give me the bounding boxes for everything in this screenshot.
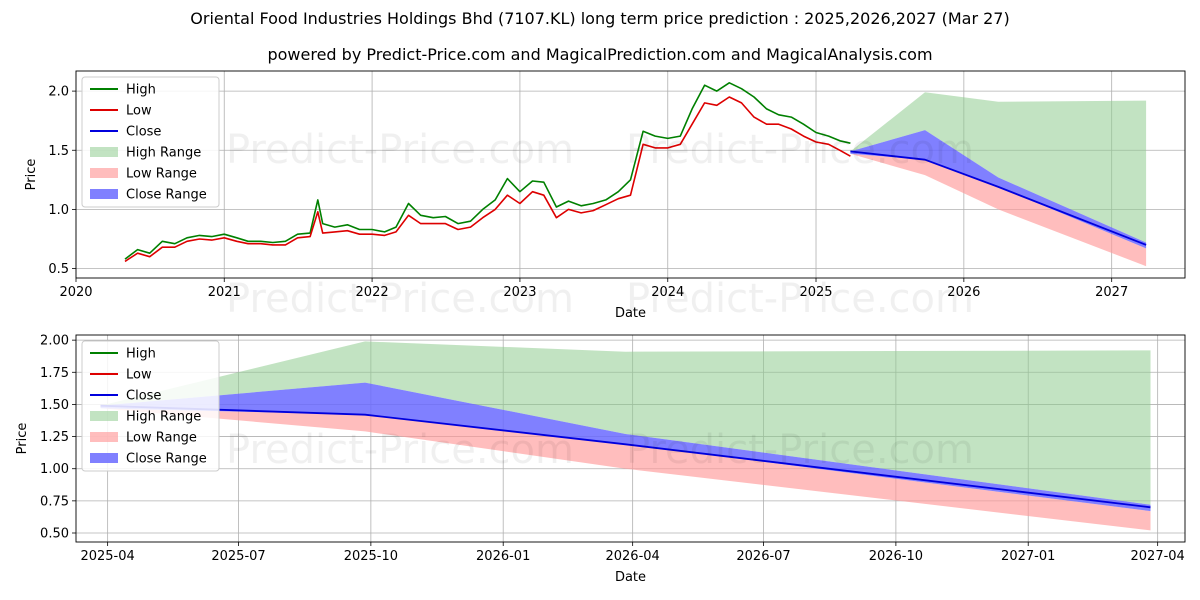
y-tick-label: 0.5 — [48, 262, 69, 277]
legend-label: High Range — [126, 410, 201, 425]
low-series-line — [124, 96, 851, 263]
x-axis-label: Date — [615, 306, 646, 321]
legend-swatch-patch — [90, 147, 118, 157]
legend-label: High Range — [126, 146, 201, 161]
y-tick-label: 1.75 — [40, 366, 69, 381]
plot-area — [100, 341, 1151, 531]
y-axis-label: Price — [15, 423, 30, 455]
high-range-band — [850, 92, 1147, 243]
chart-panel-2: 2025-04 2025-07 2025-10 2026-01 2026-04 2026-… — [15, 334, 1186, 585]
x-axis-label: Date — [615, 570, 646, 585]
watermark-text: Predict-Price.com — [226, 127, 574, 173]
x-tick-label: 2026-04 — [605, 549, 659, 564]
legend-label: Close Range — [126, 452, 207, 467]
legend-swatch-patch — [90, 432, 118, 442]
x-tick-label: 2020 — [59, 285, 92, 300]
y-tick-label: 0.50 — [40, 527, 69, 542]
x-tick-label: 2026-07 — [736, 549, 790, 564]
x-tick-label: 2027-04 — [1131, 549, 1185, 564]
legend-label: Close — [126, 125, 161, 140]
close-series-line — [100, 404, 1151, 509]
legend-label: Low — [126, 368, 152, 383]
x-tick-label: 2024 — [651, 285, 684, 300]
legend-label: Low Range — [126, 431, 197, 446]
x-tick-label: 2027-01 — [1001, 549, 1055, 564]
legend-label: High — [126, 347, 156, 362]
plot-frame — [75, 334, 1186, 543]
y-tick-label: 1.50 — [40, 398, 69, 413]
close-series-line — [850, 150, 1147, 246]
y-axis-label: Price — [24, 159, 39, 191]
watermark-text: Predict-Price.com — [626, 427, 974, 473]
y-tick-label: 1.00 — [40, 462, 69, 477]
watermark-text: Predict-Price.com — [226, 276, 574, 322]
y-tick-label: 2.00 — [40, 334, 69, 349]
watermark-text: Predict-Price.com — [626, 127, 974, 173]
legend-label: Close — [126, 389, 161, 404]
legend-swatch-patch — [90, 453, 118, 463]
legend-swatch-patch — [90, 168, 118, 178]
chart-panel-1: 2020 2021 2022 2023 2024 2025 2026 2027 0.5 1.0 1.… — [24, 70, 1186, 321]
high-range-band — [100, 341, 1151, 505]
x-tick-label: 2025-04 — [80, 549, 134, 564]
y-tick-label: 0.75 — [40, 494, 69, 509]
y-tick-label: 2.0 — [48, 85, 69, 100]
x-tick-label: 2023 — [503, 285, 536, 300]
chart-subtitle: powered by Predict-Price.com and Magical… — [267, 45, 933, 64]
plot-frame — [75, 70, 1186, 279]
x-tick-label: 2022 — [356, 285, 389, 300]
watermark-text: Predict-Price.com — [226, 427, 574, 473]
legend: High Low Close High Range Low Range Close Ran… — [81, 340, 220, 472]
x-tick-label: 2026-01 — [476, 549, 530, 564]
y-tick-label: 1.25 — [40, 430, 69, 445]
plot-area — [124, 82, 1147, 267]
x-tick-label: 2025-07 — [211, 549, 265, 564]
x-tick-label: 2027 — [1095, 285, 1128, 300]
high-series-line — [124, 82, 851, 260]
legend-label: Low — [126, 104, 152, 119]
legend-label: High — [126, 83, 156, 98]
legend-label: Close Range — [126, 188, 207, 203]
x-tick-label: 2025-10 — [344, 549, 398, 564]
x-tick-label: 2025 — [799, 285, 832, 300]
legend-swatch-patch — [90, 411, 118, 421]
x-tick-label: 2026 — [947, 285, 980, 300]
y-tick-label: 1.5 — [48, 144, 69, 159]
watermark-text: Predict-Price.com — [626, 276, 974, 322]
x-tick-label: 2026-10 — [869, 549, 923, 564]
legend-swatch-patch — [90, 189, 118, 199]
legend: High Low Close High Range Low Range Close Ran… — [81, 76, 220, 208]
x-tick-label: 2021 — [208, 285, 241, 300]
chart-title: Oriental Food Industries Holdings Bhd (7… — [190, 9, 1010, 28]
legend-label: Low Range — [126, 167, 197, 182]
y-tick-label: 1.0 — [48, 203, 69, 218]
